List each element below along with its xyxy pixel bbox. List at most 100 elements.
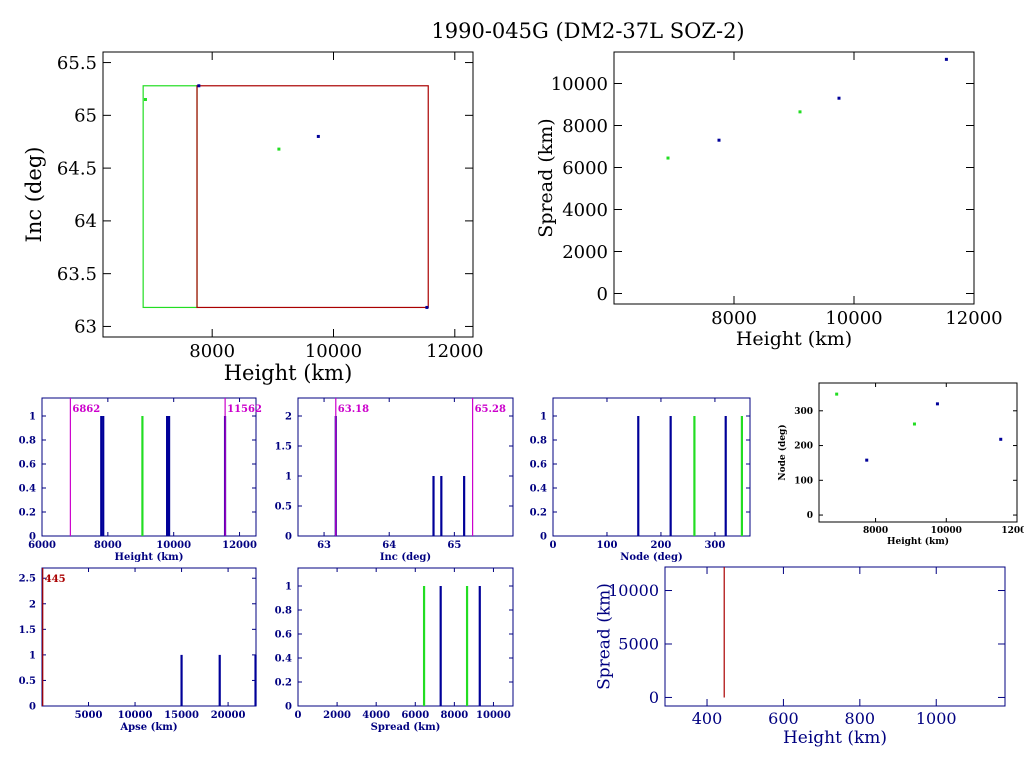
y-tick-label: 0 <box>540 532 547 543</box>
y-tick-label: 4000 <box>562 200 608 221</box>
x-tick-label: 10000 <box>156 540 191 551</box>
data-point <box>717 138 721 142</box>
x-tick-label: 0 <box>295 710 302 721</box>
data-point <box>837 96 841 100</box>
x-tick-label: 15000 <box>164 710 199 721</box>
data-point <box>666 156 670 160</box>
y-tick-label: 100 <box>794 476 813 486</box>
chart-spread-vs-height: 8000 10000 120000200040006000800010000Heig… <box>535 51 1003 350</box>
x-tick-label: 8000 <box>94 540 122 551</box>
y-tick-label: 0.8 <box>19 436 36 447</box>
range-box-green <box>142 85 198 309</box>
y-tick-label: 0.6 <box>275 630 292 641</box>
x-tick-label: 10000 <box>476 710 511 721</box>
data-point <box>912 422 916 426</box>
y-tick-label: 0.2 <box>275 678 292 689</box>
y-tick-label: 5000 <box>618 635 659 654</box>
plot-frame <box>664 566 1006 707</box>
plot-frame <box>613 51 975 305</box>
range-marker-label: 445 <box>45 574 66 585</box>
y-tick-label: 10000 <box>608 581 659 600</box>
x-tick-label: 12000 <box>1001 526 1024 536</box>
data-point <box>197 84 201 88</box>
x-tick-label: 64 <box>382 540 396 551</box>
x-tick-label: 6000 <box>28 540 56 551</box>
y-tick-label: 2 <box>285 412 292 423</box>
range-marker-label: 63.18 <box>338 404 369 415</box>
y-tick-label: 0 <box>597 284 608 305</box>
x-axis-label: Height (km) <box>783 728 887 748</box>
x-tick-label: 0 <box>550 540 557 551</box>
y-tick-label: 2.5 <box>19 574 36 585</box>
data-point <box>944 57 948 61</box>
range-marker-label: 6862 <box>72 404 100 415</box>
x-axis-label: Inc (deg) <box>380 552 431 563</box>
plot-frame <box>41 397 257 537</box>
x-tick-label: 200 <box>651 540 672 551</box>
chart-spread-hist: 0 2000 4000 6000 8000 10000 0 0.2 0.4 0.6 0.8 1 Spre… <box>275 567 514 733</box>
plot-frame <box>552 397 751 537</box>
y-tick-label: 65.5 <box>57 53 97 74</box>
chart-inc-vs-height: 8000 10000 12000 63 63.5 64 64.5 65 65.5 Height (… <box>22 51 483 385</box>
y-tick-label: 0.2 <box>530 508 547 519</box>
chart-node-vs-height: 8000 10000 12000 0 100 200 300 Height (km) Node … <box>777 382 1024 547</box>
x-tick-label: 2000 <box>323 710 351 721</box>
x-tick-label: 6000 <box>401 710 429 721</box>
data-point <box>425 305 429 309</box>
chart-inc-hist: 63 64 65 0 0.5 1 1.5 2 Inc (deg) 63.18 65.28 <box>275 397 514 563</box>
y-tick-label: 1.5 <box>275 442 292 453</box>
y-tick-label: 0 <box>285 702 292 713</box>
y-tick-label: 0.5 <box>19 676 36 687</box>
y-axis-label: Spread (km) <box>535 118 557 237</box>
y-tick-label: 0 <box>285 532 292 543</box>
plot-frame <box>102 51 474 338</box>
x-tick-label: 65 <box>447 540 461 551</box>
range-box-red <box>196 85 429 309</box>
y-tick-label: 8000 <box>562 116 608 137</box>
x-tick-label: 10000 <box>825 308 882 329</box>
data-point <box>316 134 320 138</box>
y-tick-label: 2 <box>29 599 36 610</box>
x-axis-label: Height (km) <box>115 552 184 563</box>
chart-node-hist: 0 100 200 300 0 0.2 0.4 0.6 0.8 1 Node (deg) <box>530 397 751 563</box>
plot-frame <box>41 567 257 707</box>
y-axis-label: Node (deg) <box>777 424 788 480</box>
x-tick-label: 8000 <box>189 341 235 362</box>
y-tick-label: 1 <box>540 412 547 423</box>
x-tick-label: 4000 <box>362 710 390 721</box>
y-tick-label: 0.5 <box>275 502 292 513</box>
y-tick-label: 1 <box>29 412 36 423</box>
y-tick-label: 1.5 <box>19 625 36 636</box>
x-axis-label: Spread (km) <box>371 722 441 733</box>
x-axis-label: Height (km) <box>887 536 949 547</box>
figure-title: 1990-045G (DM2-37L SOZ-2) <box>431 19 744 43</box>
y-tick-label: 0.4 <box>275 654 292 665</box>
y-tick-label: 2000 <box>562 242 608 263</box>
x-tick-label: 800 <box>845 709 876 728</box>
x-tick-label: 10000 <box>305 341 362 362</box>
y-tick-label: 0.8 <box>275 606 292 617</box>
x-tick-label: 8000 <box>711 308 757 329</box>
y-tick-label: 63.5 <box>57 264 97 285</box>
x-axis-label: Height (km) <box>736 328 852 350</box>
range-marker-label: 65.28 <box>475 404 506 415</box>
data-point <box>798 110 802 114</box>
x-tick-label: 10000 <box>931 526 962 536</box>
y-tick-label: 0 <box>29 532 36 543</box>
plot-frame <box>297 567 514 707</box>
data-point <box>999 437 1003 441</box>
range-marker-label: 11562 <box>227 404 262 415</box>
plot-frame <box>818 382 1018 523</box>
x-tick-label: 8000 <box>440 710 468 721</box>
data-point <box>143 98 147 101</box>
y-tick-label: 65 <box>74 106 97 127</box>
x-axis-label: Apse (km) <box>119 722 177 733</box>
x-tick-label: 5000 <box>75 710 103 721</box>
y-tick-label: 0.6 <box>530 460 547 471</box>
y-tick-label: 300 <box>794 407 813 417</box>
plot-frame <box>297 397 514 537</box>
y-tick-label: 0.2 <box>19 508 36 519</box>
x-axis-label: Height (km) <box>224 361 353 385</box>
x-tick-label: 63 <box>317 540 331 551</box>
